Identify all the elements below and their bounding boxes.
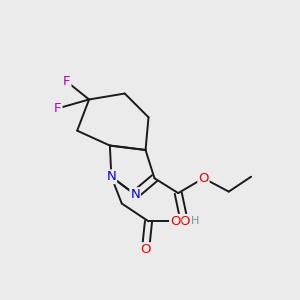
Text: N: N bbox=[130, 188, 140, 201]
Text: O: O bbox=[179, 215, 189, 228]
Text: O: O bbox=[170, 215, 181, 228]
Text: H: H bbox=[191, 216, 200, 226]
Text: O: O bbox=[140, 243, 151, 256]
Text: F: F bbox=[54, 102, 62, 115]
Text: N: N bbox=[106, 170, 116, 183]
Text: F: F bbox=[63, 75, 70, 88]
Text: O: O bbox=[198, 172, 209, 185]
